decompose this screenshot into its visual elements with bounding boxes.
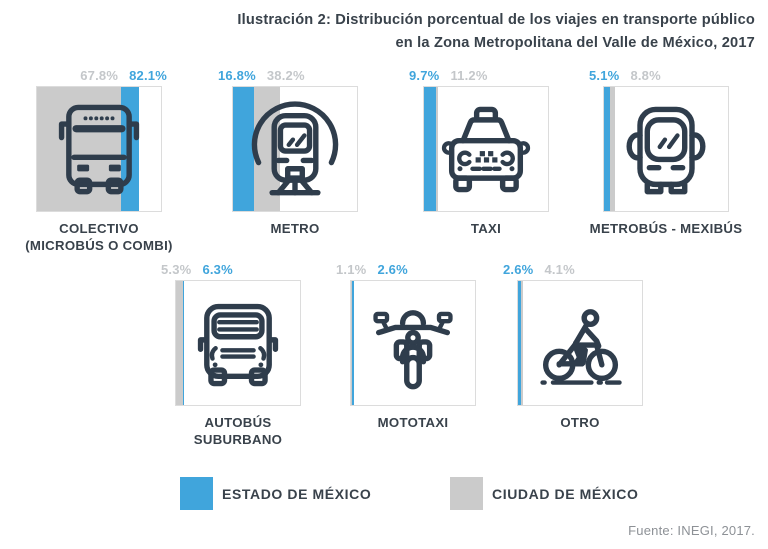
smaller-value-bar	[351, 281, 353, 405]
tile-caption: COLECTIVO (MICROBÚS O COMBI)	[25, 221, 173, 253]
tile-panel	[423, 86, 549, 212]
colectivo-bus-icon	[58, 104, 140, 195]
larger-value-bar	[351, 281, 355, 405]
tile-caption: MOTOTAXI	[377, 415, 449, 430]
tile-autobus-suburbano: 5.3% 6.3% AUTOBÚS SUBURBANO	[161, 262, 301, 448]
pct-ciudad: 5.3%	[161, 262, 192, 277]
legend-label-estado: ESTADO DE MÉXICO	[222, 485, 372, 502]
tile-panel	[232, 86, 358, 212]
smaller-value-bar	[176, 281, 183, 405]
pct-estado: 6.3%	[202, 262, 233, 277]
legend-item-ciudad: CIUDAD DE MÉXICO	[450, 477, 639, 510]
legend-item-estado: ESTADO DE MÉXICO	[180, 477, 371, 510]
tile-metrobus: 5.1% 8.8% METROBÚS - MEXIBÚS	[589, 68, 742, 238]
suburban-bus-icon	[197, 303, 279, 387]
pct-labels: 16.8% 38.2%	[218, 68, 358, 84]
pct-ciudad: 38.2%	[266, 68, 305, 83]
pct-labels: 9.7% 11.2%	[409, 68, 549, 84]
pct-estado: 16.8%	[218, 68, 256, 83]
tile-caption: TAXI	[470, 221, 502, 236]
pct-labels: 67.8% 82.1%	[36, 68, 167, 84]
pct-ciudad: 11.2%	[450, 68, 488, 83]
tile-otro: 2.6% 4.1% OTRO	[503, 262, 643, 432]
metro-train-icon	[251, 101, 339, 196]
pct-ciudad: 67.8%	[80, 68, 119, 83]
pct-estado: 2.6%	[503, 262, 534, 277]
pct-estado: 82.1%	[129, 68, 167, 83]
pct-ciudad: 8.8%	[630, 68, 661, 83]
tile-panel	[175, 280, 301, 406]
tile-panel	[36, 86, 162, 212]
pct-estado: 2.6%	[377, 262, 408, 277]
tile-panel	[603, 86, 729, 212]
pct-labels: 5.1% 8.8%	[589, 68, 729, 84]
tile-colectivo: 67.8% 82.1% COLECTIVO (MICROBÚS O COMBI)	[25, 68, 172, 254]
tile-caption: METRO	[270, 221, 320, 236]
metrobus-icon	[626, 106, 706, 195]
source-note: Fuente: INEGI, 2017.	[628, 523, 755, 538]
taxi-car-icon	[441, 106, 531, 193]
tile-panel	[350, 280, 476, 406]
tile-taxi: 9.7% 11.2% TAXI	[409, 68, 549, 238]
smaller-value-bar	[424, 87, 437, 211]
tile-caption: METROBÚS - MEXIBÚS	[589, 221, 743, 236]
pct-estado: 5.1%	[589, 68, 620, 83]
chart-title-line2: en la Zona Metropolitana del Valle de Mé…	[395, 34, 755, 51]
tile-caption: OTRO	[560, 415, 600, 430]
legend-swatch-estado	[180, 477, 213, 510]
chart-title-line1: Ilustración 2: Distribución porcentual d…	[237, 12, 755, 28]
pct-labels: 5.3% 6.3%	[161, 262, 301, 278]
smaller-value-bar	[233, 87, 254, 211]
tile-panel	[517, 280, 643, 406]
bicycle-rider-icon	[540, 309, 622, 385]
pct-estado: 9.7%	[409, 68, 440, 83]
mototaxi-motorcycle-icon	[373, 310, 453, 390]
legend-swatch-ciudad	[450, 477, 483, 510]
pct-ciudad: 4.1%	[544, 262, 575, 277]
tile-caption: AUTOBÚS SUBURBANO	[193, 415, 283, 447]
legend-label-ciudad: CIUDAD DE MÉXICO	[492, 485, 639, 502]
pct-labels: 2.6% 4.1%	[503, 262, 643, 278]
chart-title: Ilustración 2: Distribución porcentual d…	[237, 9, 755, 54]
pct-ciudad: 1.1%	[336, 262, 367, 277]
tile-mototaxi: 1.1% 2.6% MOTOTAXI	[336, 262, 476, 432]
tile-metro: 16.8% 38.2% METRO	[218, 68, 358, 238]
smaller-value-bar	[518, 281, 522, 405]
pct-labels: 1.1% 2.6%	[336, 262, 476, 278]
smaller-value-bar	[604, 87, 611, 211]
